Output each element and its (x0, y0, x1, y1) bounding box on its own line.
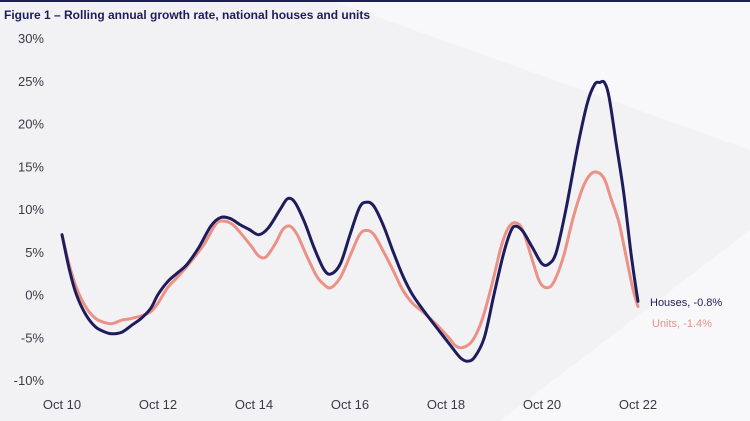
y-tick-label: 5% (25, 245, 44, 260)
top-rule (0, 0, 750, 2)
series-end-label-houses: Houses, -0.8% (650, 297, 722, 309)
y-tick-label: 25% (18, 74, 44, 89)
series-line-units (60, 170, 640, 350)
series-end-label-units: Units, -1.4% (652, 318, 712, 330)
background-shape-bottom (500, 230, 750, 421)
x-tick-label: Oct 16 (331, 397, 369, 412)
y-tick-label: 0% (25, 288, 44, 303)
chart-title: Figure 1 – Rolling annual growth rate, n… (4, 8, 371, 22)
y-tick-label: -10% (14, 373, 45, 388)
y-tick-label: 20% (18, 117, 44, 132)
x-tick-label: Oct 20 (523, 397, 561, 412)
x-tick-label: Oct 10 (43, 397, 81, 412)
background-shape-top (330, 0, 750, 150)
y-tick-label: 15% (18, 159, 44, 174)
x-tick-label: Oct 14 (235, 397, 273, 412)
x-tick-label: Oct 18 (427, 397, 465, 412)
y-tick-label: 10% (18, 202, 44, 217)
x-tick-label: Oct 22 (619, 397, 657, 412)
y-tick-label: -5% (21, 330, 45, 345)
series-line-houses (60, 79, 640, 363)
x-tick-label: Oct 12 (139, 397, 177, 412)
y-tick-label: 30% (18, 31, 44, 46)
